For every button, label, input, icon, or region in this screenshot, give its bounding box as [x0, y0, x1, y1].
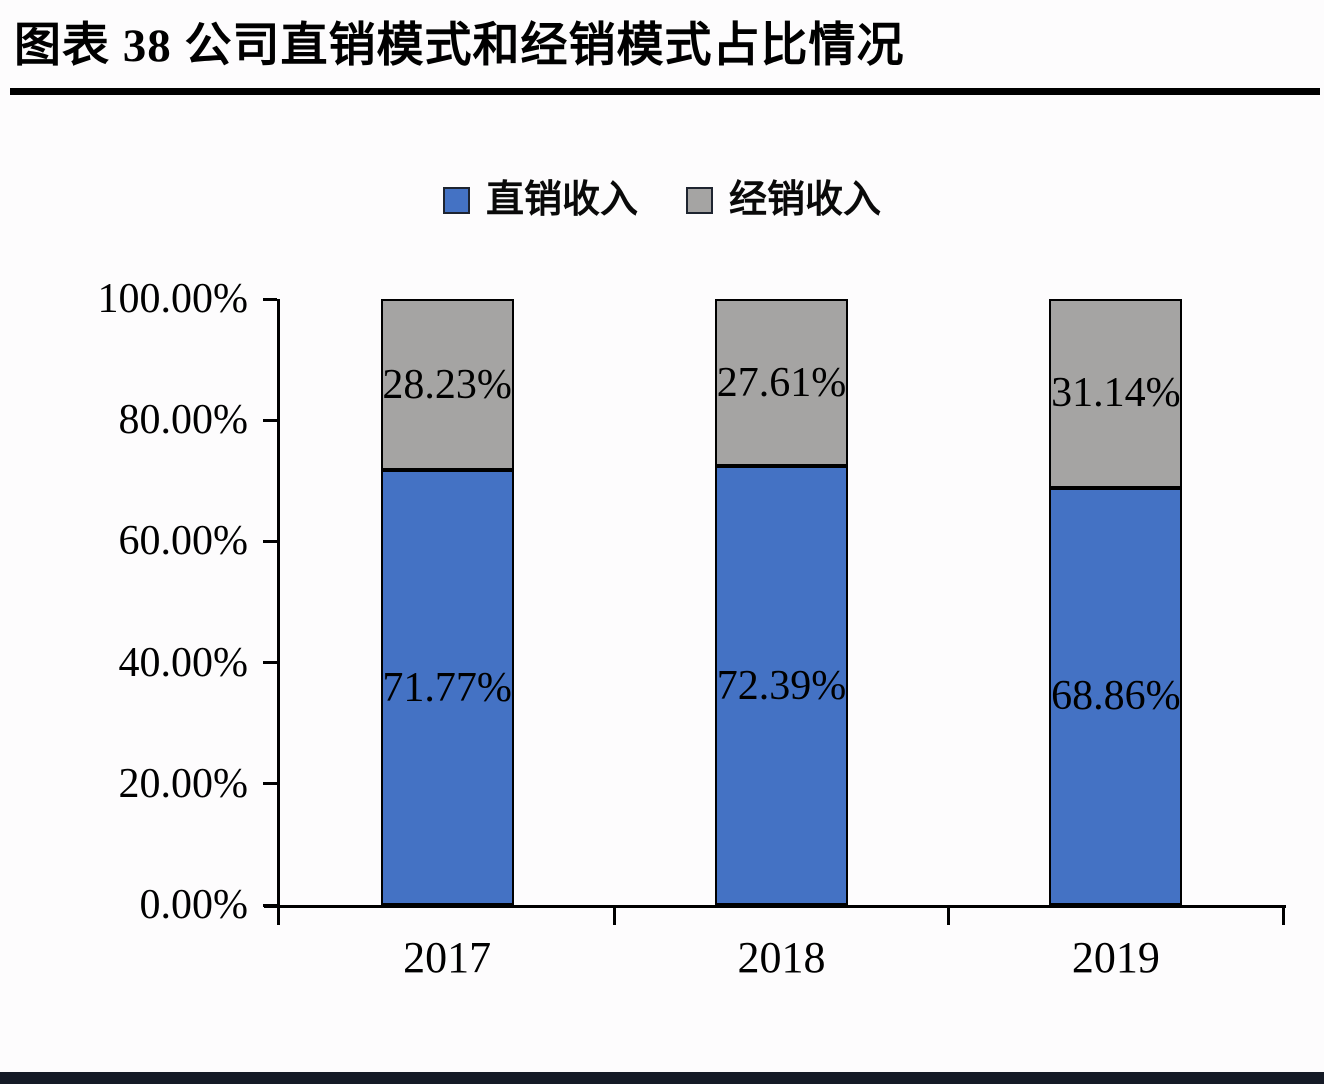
data-label-direct-sales-2018: 72.39% — [716, 662, 847, 709]
y-axis-tick — [263, 297, 277, 301]
segment-direct-sales-2017 — [380, 470, 514, 905]
legend-label: 经销收入 — [729, 179, 882, 221]
footer-rule — [0, 1072, 1324, 1084]
y-axis-tick — [263, 903, 277, 907]
legend-swatch-icon — [686, 186, 713, 214]
x-axis-line — [264, 905, 1286, 908]
y-axis-line — [277, 299, 280, 925]
y-axis-tick-label: 20.00% — [118, 760, 249, 807]
data-label-direct-sales-2019: 68.86% — [1051, 673, 1181, 720]
y-axis-tick — [263, 782, 277, 786]
segment-distribution-2017 — [380, 299, 514, 471]
y-axis-tick-label: 0.00% — [139, 882, 249, 928]
x-axis-tick — [612, 908, 616, 925]
segment-direct-sales-2018 — [715, 466, 848, 905]
y-axis-tick-label: 80.00% — [118, 397, 249, 444]
y-axis-tick — [263, 539, 277, 543]
plot-area: 0.00% 20.00% 40.00% 60.00% 80.00% 100.00% 28.2… — [98, 276, 1286, 982]
x-axis-tick — [1281, 908, 1285, 925]
legend-item-direct-sales: 直销收入 — [442, 178, 638, 222]
y-axis-tick — [263, 418, 277, 422]
x-axis-tick — [947, 908, 951, 925]
y-axis-tick-label: 60.00% — [118, 518, 249, 565]
segment-direct-sales-2019 — [1049, 487, 1183, 905]
y-axis-tick — [263, 661, 277, 665]
x-axis-category-label-2017: 2017 — [403, 933, 492, 982]
x-axis-category-label-2019: 2019 — [1071, 933, 1160, 982]
stacked-bar-2017: 28.23% 71.77% 2017 — [380, 299, 514, 982]
legend-item-distribution: 经销收入 — [686, 178, 881, 222]
title-underline-rule — [10, 88, 1320, 95]
y-axis-tick-label: 40.00% — [118, 639, 249, 686]
stacked-bar-2019: 31.14% 68.86% 2019 — [1049, 299, 1183, 982]
data-label-distribution-2018: 27.61% — [716, 359, 847, 406]
stacked-bar-2018: 27.61% 72.39% 2018 — [715, 299, 848, 982]
legend-label: 直销收入 — [485, 179, 638, 221]
data-label-direct-sales-2017: 71.77% — [382, 664, 512, 711]
legend-swatch-icon — [442, 186, 470, 214]
x-axis-category-label-2018: 2018 — [737, 933, 826, 982]
segment-distribution-2019 — [1049, 299, 1183, 488]
data-label-distribution-2017: 28.23% — [382, 361, 512, 408]
page-title: 图表 38 公司直销模式和经销模式占比情况 — [14, 20, 905, 72]
data-label-distribution-2019: 31.14% — [1051, 370, 1181, 417]
chart-legend: 直销收入 经销收入 — [0, 176, 1324, 224]
segment-distribution-2018 — [715, 299, 848, 467]
y-axis-tick-label: 100.00% — [97, 276, 249, 322]
